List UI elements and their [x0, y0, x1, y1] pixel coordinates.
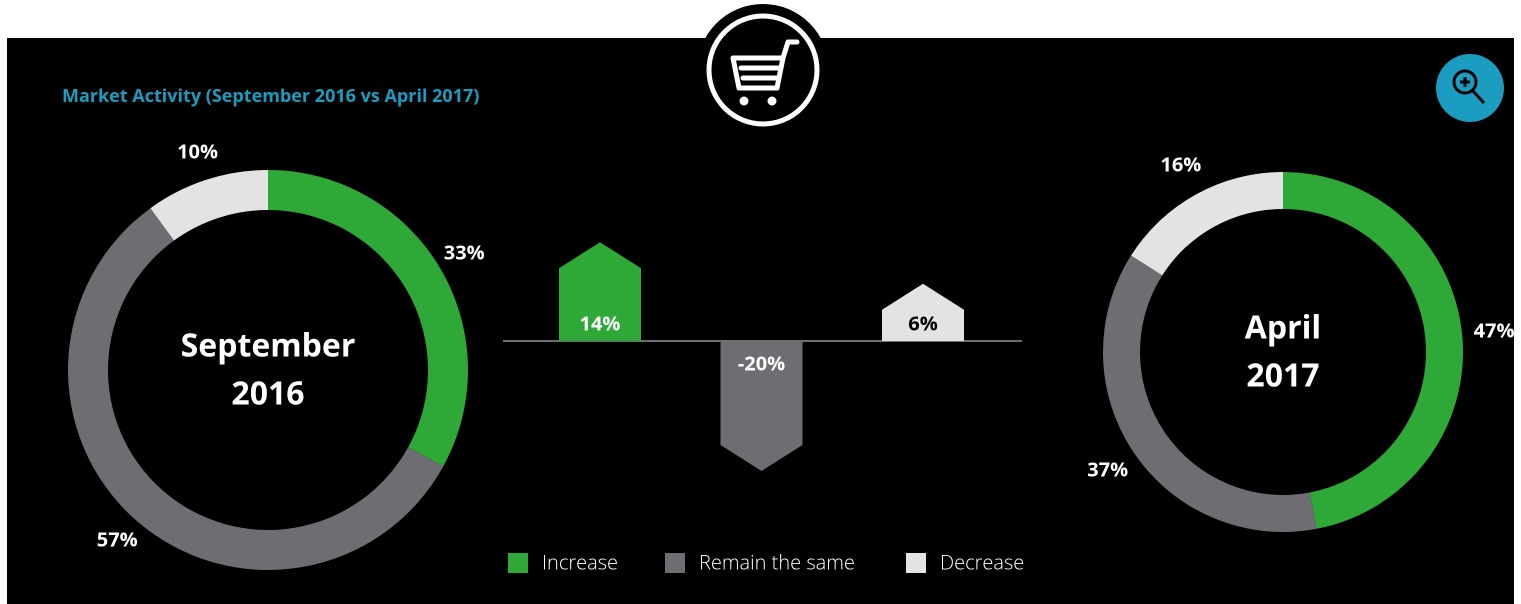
donut-segment	[268, 170, 469, 467]
center-label: 2016	[231, 372, 304, 415]
value-label: 33%	[444, 238, 485, 265]
donut-segment	[1283, 172, 1464, 529]
legend-swatch	[906, 553, 926, 573]
value-label: 14%	[580, 309, 621, 336]
zoom-button[interactable]	[1436, 54, 1504, 122]
center-label: April	[1245, 306, 1321, 349]
value-label: 10%	[177, 138, 218, 165]
legend-label: Increase	[542, 548, 618, 575]
cart-icon	[730, 39, 800, 91]
center-label: 2017	[1246, 354, 1319, 397]
value-label: 6%	[908, 309, 937, 336]
legend-swatch	[508, 553, 528, 573]
value-label: 47%	[1474, 316, 1515, 343]
cart-ring	[706, 13, 820, 127]
bar	[559, 242, 641, 341]
value-label: 57%	[97, 525, 138, 552]
bar	[720, 341, 803, 471]
value-label: 16%	[1160, 151, 1201, 178]
legend-swatch	[665, 553, 685, 573]
zoom-lens[interactable]	[1452, 69, 1478, 95]
donut-segment	[1103, 255, 1317, 532]
donut-segment	[150, 170, 268, 241]
zoom-glyph[interactable]	[1460, 77, 1486, 105]
bar	[882, 283, 964, 341]
legend-label: Remain the same	[699, 548, 855, 575]
value-label: 37%	[1087, 456, 1128, 483]
donut-segment	[1131, 172, 1283, 276]
chart-title: Market Activity (September 2016 vs April…	[62, 84, 479, 108]
legend-label: Decrease	[940, 548, 1024, 575]
cart-wheel	[739, 96, 749, 106]
center-label: September	[181, 324, 356, 367]
cart-wheel	[767, 96, 777, 106]
value-label: -20%	[738, 349, 785, 376]
zoom-circle[interactable]	[1436, 54, 1504, 122]
